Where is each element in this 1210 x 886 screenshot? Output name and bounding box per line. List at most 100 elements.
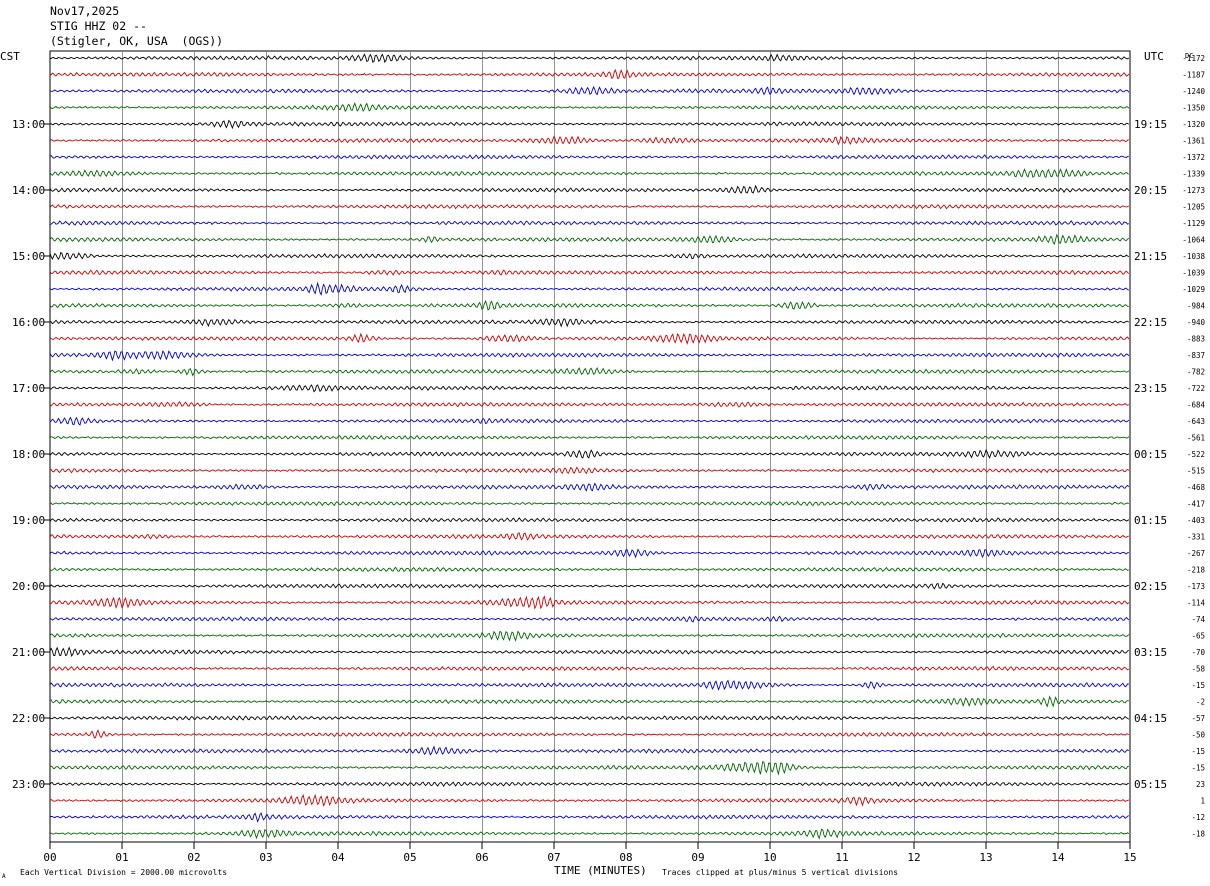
trace-line — [49, 434, 1130, 441]
dc-offset-label: -18 — [1191, 830, 1205, 839]
trace-line — [49, 299, 1129, 311]
trace-line — [49, 53, 1130, 64]
dc-offset-label: -1129 — [1182, 219, 1205, 228]
dc-offset-label: -883 — [1187, 335, 1205, 344]
dc-offset-label: -1339 — [1182, 170, 1205, 179]
clip-note: Traces clipped at plus/minus 5 vertical … — [662, 868, 898, 877]
x-tick-label: 10 — [763, 851, 776, 864]
trace-line — [49, 135, 1129, 146]
dc-offset-label: -1205 — [1182, 203, 1205, 212]
trace-line — [49, 233, 1130, 245]
trace-line — [49, 281, 1129, 296]
dc-header: DC — [1185, 52, 1193, 60]
dc-offset-label: -1350 — [1182, 104, 1205, 113]
dc-offset-column: -1172 -1187 -1240 -1350 -1320 -1361 -1372 -1339… — [1182, 54, 1205, 839]
dc-offset-label: -1038 — [1182, 252, 1205, 261]
trace-line — [49, 68, 1130, 79]
left-time-axis: 13:00 14:00 15:00 16:00 17:00 18:00 19:00 20:00… — [12, 118, 50, 791]
right-hour-label: 02:15 — [1134, 580, 1167, 593]
trace-line — [49, 745, 1130, 756]
dc-offset-label: -331 — [1187, 533, 1205, 542]
left-hour-label: 20:00 — [12, 580, 45, 593]
x-tick-label: 07 — [547, 851, 560, 864]
trace-line — [49, 102, 1130, 113]
dc-offset-label: 23 — [1196, 780, 1205, 789]
left-hour-label: 14:00 — [12, 184, 45, 197]
left-hour-label: 13:00 — [12, 118, 45, 131]
plot-frame — [49, 50, 1131, 843]
x-tick-label: 01 — [115, 851, 128, 864]
x-tick-label: 04 — [331, 851, 345, 864]
dc-offset-label: -782 — [1187, 368, 1205, 377]
dc-offset-label: -74 — [1191, 615, 1205, 624]
dc-offset-label: -15 — [1191, 764, 1205, 773]
trace-line — [49, 184, 1130, 194]
dc-offset-label: -57 — [1191, 714, 1205, 723]
trace-line — [49, 615, 1130, 623]
dc-offset-label: -267 — [1187, 549, 1205, 558]
dc-offset-label: -837 — [1187, 351, 1205, 360]
right-hour-label: 04:15 — [1134, 712, 1167, 725]
dc-offset-label: -58 — [1191, 665, 1205, 674]
x-axis: 00 01 02 03 04 05 06 07 08 09 10 11 12 13 14 15 — [43, 842, 1137, 864]
left-hour-label: 23:00 — [12, 778, 45, 791]
dc-offset-label: -417 — [1187, 500, 1205, 509]
trace-line — [49, 367, 1130, 377]
dc-offset-label: -1064 — [1182, 236, 1205, 245]
left-timezone-label: CST — [0, 50, 20, 63]
dc-offset-label: 1 — [1200, 797, 1205, 806]
trace-line — [49, 695, 1129, 708]
header-date: Nov17,2025 — [50, 4, 120, 18]
dc-offset-label: -684 — [1187, 401, 1206, 410]
trace-line — [49, 416, 1130, 426]
trace-line — [49, 168, 1130, 178]
trace-line — [49, 384, 1129, 393]
trace-line — [49, 729, 1130, 739]
dc-offset-label: -50 — [1191, 731, 1205, 740]
trace-line — [49, 251, 1130, 260]
trace-line — [49, 203, 1130, 210]
x-tick-label: 00 — [43, 851, 56, 864]
header-location: (Stigler, OK, USA (OGS)) — [50, 34, 224, 48]
dc-offset-label: -15 — [1191, 681, 1205, 690]
left-hour-label: 16:00 — [12, 316, 45, 329]
x-tick-label: 05 — [403, 851, 416, 864]
x-tick-label: 06 — [475, 851, 488, 864]
trace-line — [49, 220, 1130, 226]
left-hour-label: 22:00 — [12, 712, 45, 725]
right-hour-label: 22:15 — [1134, 316, 1167, 329]
dc-offset-label: -2 — [1196, 698, 1205, 707]
x-tick-label: 12 — [907, 851, 920, 864]
dc-offset-label: -1372 — [1182, 153, 1205, 162]
minute-grid — [49, 50, 1131, 843]
x-tick-label: 13 — [979, 851, 992, 864]
trace-line — [49, 595, 1130, 610]
dc-offset-label: -15 — [1191, 747, 1205, 756]
trace-line — [49, 566, 1129, 573]
dc-offset-label: -940 — [1187, 318, 1206, 327]
right-hour-label: 23:15 — [1134, 382, 1167, 395]
dc-offset-label: -65 — [1191, 632, 1205, 641]
x-tick-label: 15 — [1123, 851, 1136, 864]
trace-line — [49, 715, 1130, 721]
right-hour-label: 05:15 — [1134, 778, 1167, 791]
trace-line — [49, 448, 1130, 459]
dc-offset-label: -70 — [1191, 648, 1205, 657]
trace-line — [49, 781, 1129, 787]
trace-line — [49, 646, 1129, 657]
right-timezone-label: UTC — [1144, 50, 1164, 63]
trace-line — [49, 760, 1129, 776]
trace-line — [49, 679, 1129, 691]
dc-offset-label: -1172 — [1182, 54, 1205, 63]
dc-offset-label: -1320 — [1182, 120, 1205, 129]
header-station: STIG HHZ 02 -- — [50, 19, 147, 33]
dc-offset-label: -1039 — [1182, 269, 1205, 278]
left-hour-label: 19:00 — [12, 514, 45, 527]
dc-offset-label: -522 — [1187, 450, 1205, 459]
scale-note: Each Vertical Division = 2000.00 microvo… — [20, 868, 227, 877]
x-tick-label: 08 — [619, 851, 632, 864]
trace-line — [49, 517, 1130, 523]
trace-line — [49, 466, 1130, 475]
right-hour-label: 01:15 — [1134, 514, 1167, 527]
trace-line — [49, 548, 1129, 559]
